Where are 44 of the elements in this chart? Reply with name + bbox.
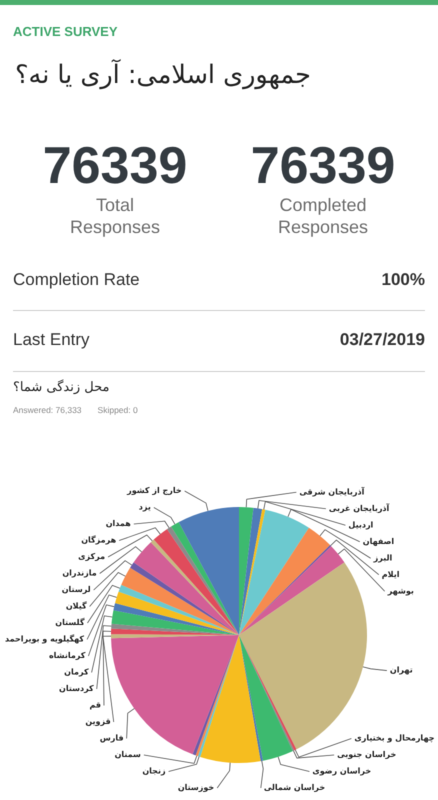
text: 76339 <box>42 137 188 195</box>
slice-label: خراسان رضوی <box>312 766 372 776</box>
text: Last Entry <box>13 329 90 351</box>
slice-label: قزوین <box>85 717 111 726</box>
text: Completion Rate <box>13 269 140 291</box>
slice-label: گیلان <box>66 600 87 611</box>
text: 76339 <box>250 137 396 195</box>
text: جمهوری اسلامی: آری یا نه؟ <box>15 58 311 92</box>
slice-label: یزد <box>138 502 151 512</box>
slice-label: بوشهر <box>386 586 414 596</box>
slice-label: گلستان <box>55 617 85 628</box>
slice-label: اصفهان <box>362 536 394 546</box>
slice-label: اردبیل <box>348 520 374 530</box>
slice-label: خراسان جنوبی <box>337 750 396 760</box>
text: 03/27/2019 <box>340 329 425 351</box>
slice-label: البرز <box>372 553 393 562</box>
slice-label: تهران <box>390 666 413 675</box>
slice-label: کردستان <box>59 684 94 694</box>
text: Completed Responses <box>276 194 370 238</box>
slice-label: چهارمحال و بختیاری <box>354 734 435 743</box>
slice-label: سمنان <box>114 750 142 760</box>
slice-label: هرمزگان <box>81 534 117 545</box>
text: ACTIVE SURVEY <box>13 24 118 40</box>
slice-label: فارس <box>100 734 124 743</box>
slice-label: کرمان <box>64 668 89 677</box>
text: Skipped: 0 <box>98 404 138 416</box>
slice-label: مرکزی <box>78 552 106 562</box>
text: Total Responses <box>68 194 162 238</box>
slice-label: خارج از کشور <box>126 486 182 496</box>
slice-label: آذربایجان شرقی <box>299 486 365 496</box>
slice-label: آذربایجان غربی <box>328 502 390 513</box>
slice-label: زنجان <box>142 766 166 776</box>
chart-title: محل زندگی شما؟ <box>13 379 110 397</box>
slice-label: همدان <box>106 519 132 528</box>
slice-label: لرستان <box>62 585 91 594</box>
slice-label: کهگیلویه و بویراحمد <box>5 634 84 644</box>
slice-label: ایلام <box>382 570 400 579</box>
slice-label: خوزستان <box>178 783 214 792</box>
text: 100% <box>382 269 425 291</box>
slice-label: قم <box>89 700 101 710</box>
slice-label: مازندران <box>62 568 97 578</box>
text: Answered: 76,333 <box>13 404 82 416</box>
slice-label: خراسان شمالی <box>264 783 326 792</box>
slice-label: کرمانشاه <box>48 651 86 660</box>
